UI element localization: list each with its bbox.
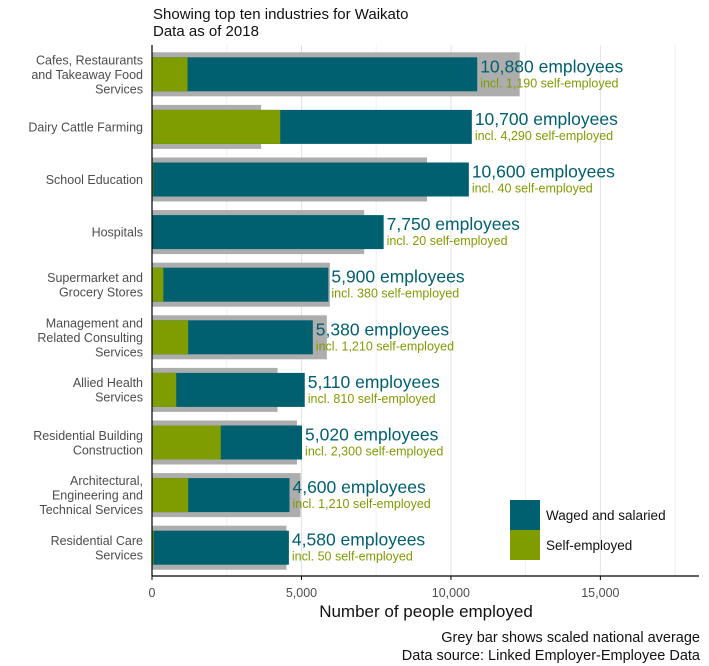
waged-bar-4 xyxy=(152,267,329,302)
x-tick-label-0: 0 xyxy=(149,586,156,600)
total-label-5: 5,380 employees xyxy=(316,319,450,339)
category-label-5-0: Management and xyxy=(46,316,143,330)
legend-label-waged: Waged and salaried xyxy=(546,507,666,523)
x-tick-label-2: 10,000 xyxy=(432,586,470,600)
self-label-0: incl. 1,190 self-employed xyxy=(480,76,618,90)
self-bar-0 xyxy=(152,57,188,92)
self-label-6: incl. 810 self-employed xyxy=(308,392,436,406)
category-label-8-2: Technical Services xyxy=(39,503,143,517)
legend-item-self: Self-employed xyxy=(510,530,666,560)
waged-bar-9 xyxy=(152,530,289,565)
legend-swatch-waged xyxy=(510,500,540,530)
self-bar-9 xyxy=(152,530,154,565)
category-label-1-0: Dairy Cattle Farming xyxy=(28,120,143,134)
legend: Waged and salaried Self-employed xyxy=(510,500,666,560)
self-label-1: incl. 4,290 self-employed xyxy=(475,129,613,143)
self-bar-4 xyxy=(152,267,164,302)
category-label-8-1: Engineering and xyxy=(52,489,143,503)
category-label-2-0: School Education xyxy=(46,173,143,187)
total-label-4: 5,900 employees xyxy=(331,267,465,287)
category-label-8-0: Architectural, xyxy=(70,474,143,488)
waged-bar-2 xyxy=(152,162,469,197)
waged-bar-3 xyxy=(152,215,384,250)
self-label-4: incl. 380 self-employed xyxy=(331,287,459,301)
self-label-5: incl. 1,210 self-employed xyxy=(316,339,454,353)
x-axis-title: Number of people employed xyxy=(319,602,533,621)
self-label-2: incl. 40 self-employed xyxy=(472,182,593,196)
total-label-8: 4,600 employees xyxy=(292,477,426,497)
self-label-8: incl. 1,210 self-employed xyxy=(292,497,430,511)
category-label-9-0: Residential Care xyxy=(51,534,143,548)
legend-label-self: Self-employed xyxy=(546,537,633,553)
waged-bar-0 xyxy=(152,57,478,92)
category-label-0-2: Services xyxy=(95,82,143,96)
waged-bar-6 xyxy=(152,372,305,407)
category-label-6-0: Allied Health xyxy=(73,376,143,390)
category-label-5-1: Related Consulting xyxy=(37,331,143,345)
total-label-9: 4,580 employees xyxy=(292,530,426,550)
category-label-4-0: Supermarket and xyxy=(47,271,143,285)
self-label-3: incl. 20 self-employed xyxy=(387,234,508,248)
category-label-6-1: Services xyxy=(95,391,143,405)
x-tick-label-1: 5,000 xyxy=(286,586,317,600)
x-tick-label-3: 15,000 xyxy=(581,586,619,600)
self-bar-8 xyxy=(152,478,189,513)
category-label-0-1: and Takeaway Food xyxy=(31,68,143,82)
chart-title: Showing top ten industries for Waikato xyxy=(153,6,409,23)
legend-item-waged: Waged and salaried xyxy=(510,500,666,530)
category-label-3-0: Hospitals xyxy=(92,226,143,240)
category-label-7-0: Residential Building xyxy=(33,429,143,443)
category-label-4-1: Grocery Stores xyxy=(59,285,143,299)
category-label-0-0: Cafes, Restaurants xyxy=(36,53,143,67)
total-label-6: 5,110 employees xyxy=(308,372,440,392)
self-bar-5 xyxy=(152,320,189,355)
total-label-3: 7,750 employees xyxy=(387,214,521,234)
total-label-2: 10,600 employees xyxy=(472,162,615,182)
self-label-9: incl. 50 self-employed xyxy=(292,550,413,564)
total-label-7: 5,020 employees xyxy=(305,425,439,445)
self-bar-1 xyxy=(152,109,281,144)
category-label-5-2: Services xyxy=(95,345,143,359)
self-bar-7 xyxy=(152,425,221,460)
category-label-7-1: Construction xyxy=(73,443,143,457)
self-bar-6 xyxy=(152,372,177,407)
footnote-data-source: Data source: Linked Employer-Employee Da… xyxy=(401,648,700,664)
legend-swatch-self xyxy=(510,530,540,560)
footnote-national-average: Grey bar shows scaled national average xyxy=(441,630,700,646)
chart-subtitle: Data as of 2018 xyxy=(153,23,259,40)
category-label-9-1: Services xyxy=(95,548,143,562)
total-label-1: 10,700 employees xyxy=(475,109,618,129)
self-label-7: incl. 2,300 self-employed xyxy=(305,445,443,459)
total-label-0: 10,880 employees xyxy=(480,56,623,76)
